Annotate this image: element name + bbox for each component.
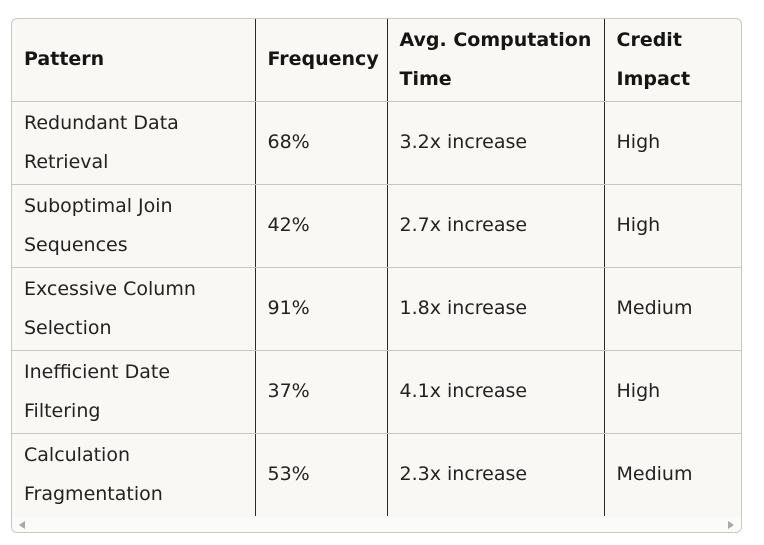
cell-computation-time: 4.1x increase <box>387 350 605 434</box>
cell-computation-time: 1.8x increase <box>387 267 605 351</box>
cell-pattern: Suboptimal Join Sequences <box>12 184 256 268</box>
cell-pattern: Redundant Data Retrieval <box>12 101 256 185</box>
table-row: Suboptimal Join Sequences 42% 2.7x incre… <box>12 184 741 268</box>
cell-credit-impact: Medium <box>604 267 741 351</box>
cell-credit-impact: High <box>604 101 741 185</box>
scroll-right-arrow-icon[interactable] <box>728 521 734 529</box>
scroll-left-arrow-icon[interactable] <box>19 521 25 529</box>
cell-computation-time: 2.7x increase <box>387 184 605 268</box>
table-row: Excessive Column Selection 91% 1.8x incr… <box>12 267 741 351</box>
cell-frequency: 91% <box>255 267 388 351</box>
cell-pattern: Excessive Column Selection <box>12 267 256 351</box>
header-frequency: Frequency <box>255 19 388 102</box>
cell-frequency: 37% <box>255 350 388 434</box>
cell-pattern: Calculation Fragmentation <box>12 433 256 516</box>
header-row: Pattern Frequency Avg. Computation Time … <box>12 19 741 102</box>
cell-frequency: 42% <box>255 184 388 268</box>
cell-frequency: 68% <box>255 101 388 185</box>
cell-credit-impact: Medium <box>616 463 693 486</box>
cell-computation-time: 2.3x increase <box>387 433 605 516</box>
table-row: Redundant Data Retrieval 68% 3.2x increa… <box>12 101 741 185</box>
header-pattern: Pattern <box>12 19 256 102</box>
table-container: Pattern Frequency Avg. Computation Time … <box>11 18 742 533</box>
cell-frequency: 53% <box>255 433 388 516</box>
patterns-table: Pattern Frequency Avg. Computation Time … <box>12 19 741 516</box>
header-credit-impact: Credit Impact <box>604 19 741 102</box>
horizontal-scrollbar[interactable] <box>12 517 741 532</box>
header-avg-computation-time: Avg. Computation Time <box>387 19 605 102</box>
cell-pattern: Inefficient Date Filtering <box>12 350 256 434</box>
table-row: Inefficient Date Filtering 37% 4.1x incr… <box>12 350 741 434</box>
cell-credit-impact: High <box>604 350 741 434</box>
cell-computation-time: 3.2x increase <box>387 101 605 185</box>
table-row: Calculation Fragmentation 53% 2.3x incre… <box>12 433 741 516</box>
cell-credit-impact: High <box>604 184 741 268</box>
